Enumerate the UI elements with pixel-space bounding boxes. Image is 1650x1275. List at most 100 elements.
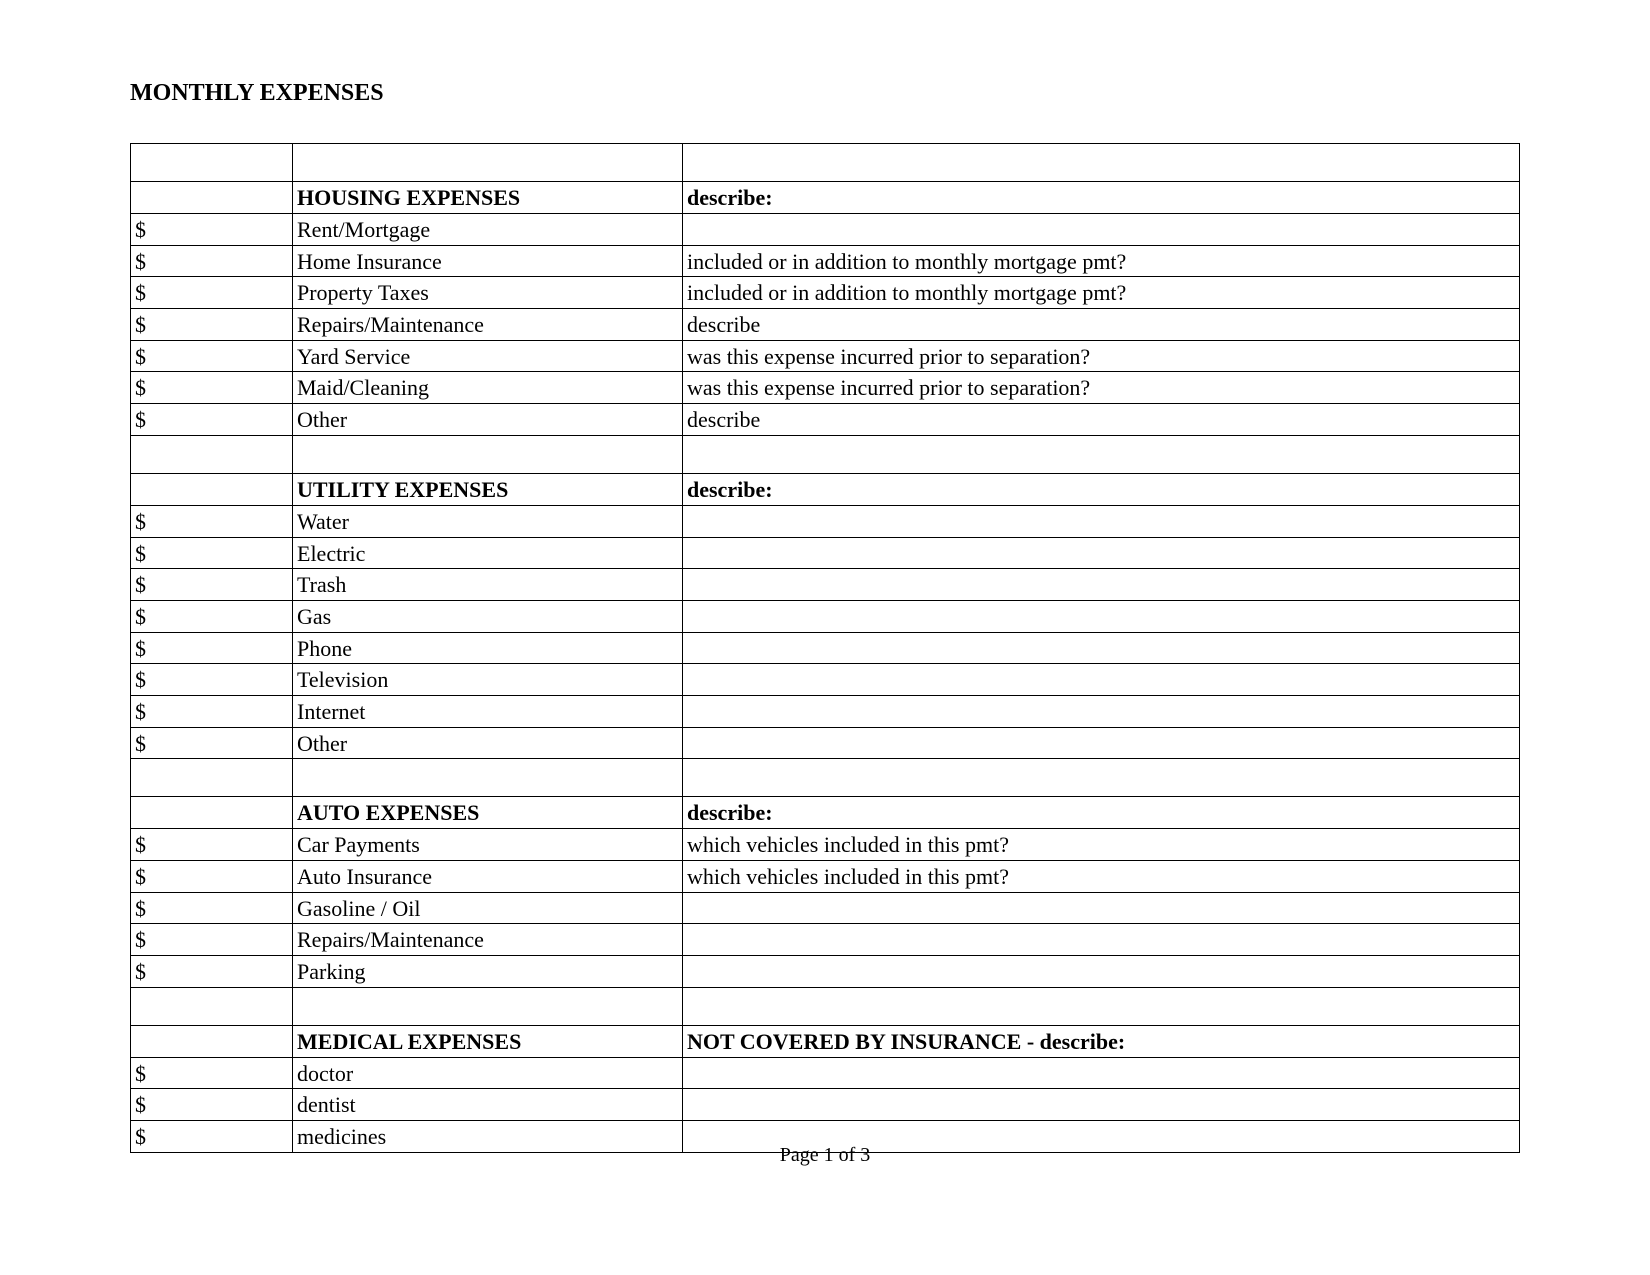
amount-cell <box>131 473 293 505</box>
expense-describe[interactable] <box>683 727 1520 759</box>
expense-describe[interactable] <box>683 600 1520 632</box>
expense-label: Parking <box>293 956 683 988</box>
expense-label: doctor <box>293 1057 683 1089</box>
amount-cell[interactable]: $ <box>131 277 293 309</box>
spacer-cell <box>293 987 683 1025</box>
spacer-cell <box>131 144 293 182</box>
spacer-cell <box>293 435 683 473</box>
expense-label: Car Payments <box>293 829 683 861</box>
section-header-row: AUTO EXPENSESdescribe: <box>131 797 1520 829</box>
amount-cell <box>131 1025 293 1057</box>
expense-describe[interactable]: included or in addition to monthly mortg… <box>683 245 1520 277</box>
amount-cell[interactable]: $ <box>131 372 293 404</box>
spacer-cell <box>131 435 293 473</box>
amount-cell[interactable]: $ <box>131 309 293 341</box>
expense-describe[interactable] <box>683 505 1520 537</box>
expenses-table: HOUSING EXPENSESdescribe:$Rent/Mortgage$… <box>130 143 1520 1153</box>
spacer-row <box>131 435 1520 473</box>
expense-row: $dentist <box>131 1089 1520 1121</box>
amount-cell[interactable]: $ <box>131 892 293 924</box>
expense-describe[interactable] <box>683 214 1520 246</box>
amount-cell[interactable]: $ <box>131 1057 293 1089</box>
expense-describe[interactable]: included or in addition to monthly mortg… <box>683 277 1520 309</box>
expense-describe[interactable] <box>683 924 1520 956</box>
spacer-row <box>131 987 1520 1025</box>
spacer-cell <box>683 144 1520 182</box>
spacer-cell <box>683 759 1520 797</box>
expense-label: Maid/Cleaning <box>293 372 683 404</box>
expense-label: Television <box>293 664 683 696</box>
amount-cell[interactable]: $ <box>131 695 293 727</box>
expense-label: Other <box>293 727 683 759</box>
amount-cell[interactable]: $ <box>131 924 293 956</box>
expense-row: $Home Insuranceincluded or in addition t… <box>131 245 1520 277</box>
spacer-cell <box>131 987 293 1025</box>
section-header-row: HOUSING EXPENSESdescribe: <box>131 182 1520 214</box>
expense-label: Repairs/Maintenance <box>293 309 683 341</box>
expense-describe[interactable] <box>683 956 1520 988</box>
expense-row: $Maid/Cleaningwas this expense incurred … <box>131 372 1520 404</box>
amount-cell[interactable]: $ <box>131 727 293 759</box>
expense-row: $Auto Insurancewhich vehicles included i… <box>131 861 1520 893</box>
expense-describe[interactable] <box>683 632 1520 664</box>
spacer-row <box>131 759 1520 797</box>
expense-label: Phone <box>293 632 683 664</box>
expense-label: Auto Insurance <box>293 861 683 893</box>
amount-cell[interactable]: $ <box>131 404 293 436</box>
amount-cell[interactable]: $ <box>131 1089 293 1121</box>
expense-row: $Other <box>131 727 1520 759</box>
expense-row: $Property Taxesincluded or in addition t… <box>131 277 1520 309</box>
expense-label: Other <box>293 404 683 436</box>
expense-label: dentist <box>293 1089 683 1121</box>
amount-cell[interactable]: $ <box>131 340 293 372</box>
expense-label: Rent/Mortgage <box>293 214 683 246</box>
section-header-describe: describe: <box>683 797 1520 829</box>
section-header-label: MEDICAL EXPENSES <box>293 1025 683 1057</box>
amount-cell[interactable]: $ <box>131 214 293 246</box>
section-header-row: MEDICAL EXPENSESNOT COVERED BY INSURANCE… <box>131 1025 1520 1057</box>
amount-cell <box>131 797 293 829</box>
amount-cell[interactable]: $ <box>131 829 293 861</box>
expense-describe[interactable] <box>683 664 1520 696</box>
expense-describe[interactable] <box>683 695 1520 727</box>
amount-cell[interactable]: $ <box>131 632 293 664</box>
amount-cell[interactable]: $ <box>131 600 293 632</box>
expense-describe[interactable]: which vehicles included in this pmt? <box>683 829 1520 861</box>
expense-describe[interactable]: describe <box>683 309 1520 341</box>
expense-describe[interactable] <box>683 1057 1520 1089</box>
amount-cell[interactable]: $ <box>131 956 293 988</box>
expense-describe[interactable] <box>683 892 1520 924</box>
expense-describe[interactable] <box>683 569 1520 601</box>
expense-row: $Gasoline / Oil <box>131 892 1520 924</box>
spacer-cell <box>683 987 1520 1025</box>
spacer-cell <box>293 759 683 797</box>
amount-cell <box>131 182 293 214</box>
amount-cell[interactable]: $ <box>131 505 293 537</box>
spacer-cell <box>683 435 1520 473</box>
amount-cell[interactable]: $ <box>131 245 293 277</box>
expense-row: $Parking <box>131 956 1520 988</box>
section-header-label: HOUSING EXPENSES <box>293 182 683 214</box>
expense-describe[interactable]: was this expense incurred prior to separ… <box>683 340 1520 372</box>
amount-cell[interactable]: $ <box>131 861 293 893</box>
expense-describe[interactable]: was this expense incurred prior to separ… <box>683 372 1520 404</box>
section-header-row: UTILITY EXPENSESdescribe: <box>131 473 1520 505</box>
section-header-describe: NOT COVERED BY INSURANCE - describe: <box>683 1025 1520 1057</box>
section-header-describe: describe: <box>683 473 1520 505</box>
expense-row: $Otherdescribe <box>131 404 1520 436</box>
expense-row: $Repairs/Maintenance <box>131 924 1520 956</box>
expense-describe[interactable] <box>683 1089 1520 1121</box>
expense-describe[interactable] <box>683 537 1520 569</box>
amount-cell[interactable]: $ <box>131 537 293 569</box>
expense-row: $Television <box>131 664 1520 696</box>
amount-cell[interactable]: $ <box>131 569 293 601</box>
expense-describe[interactable]: describe <box>683 404 1520 436</box>
amount-cell[interactable]: $ <box>131 664 293 696</box>
spacer-cell <box>293 144 683 182</box>
expense-row: $Repairs/Maintenancedescribe <box>131 309 1520 341</box>
expense-describe[interactable]: which vehicles included in this pmt? <box>683 861 1520 893</box>
expense-label: Electric <box>293 537 683 569</box>
page-title: MONTHLY EXPENSES <box>130 80 1520 107</box>
section-header-label: AUTO EXPENSES <box>293 797 683 829</box>
expense-label: Yard Service <box>293 340 683 372</box>
